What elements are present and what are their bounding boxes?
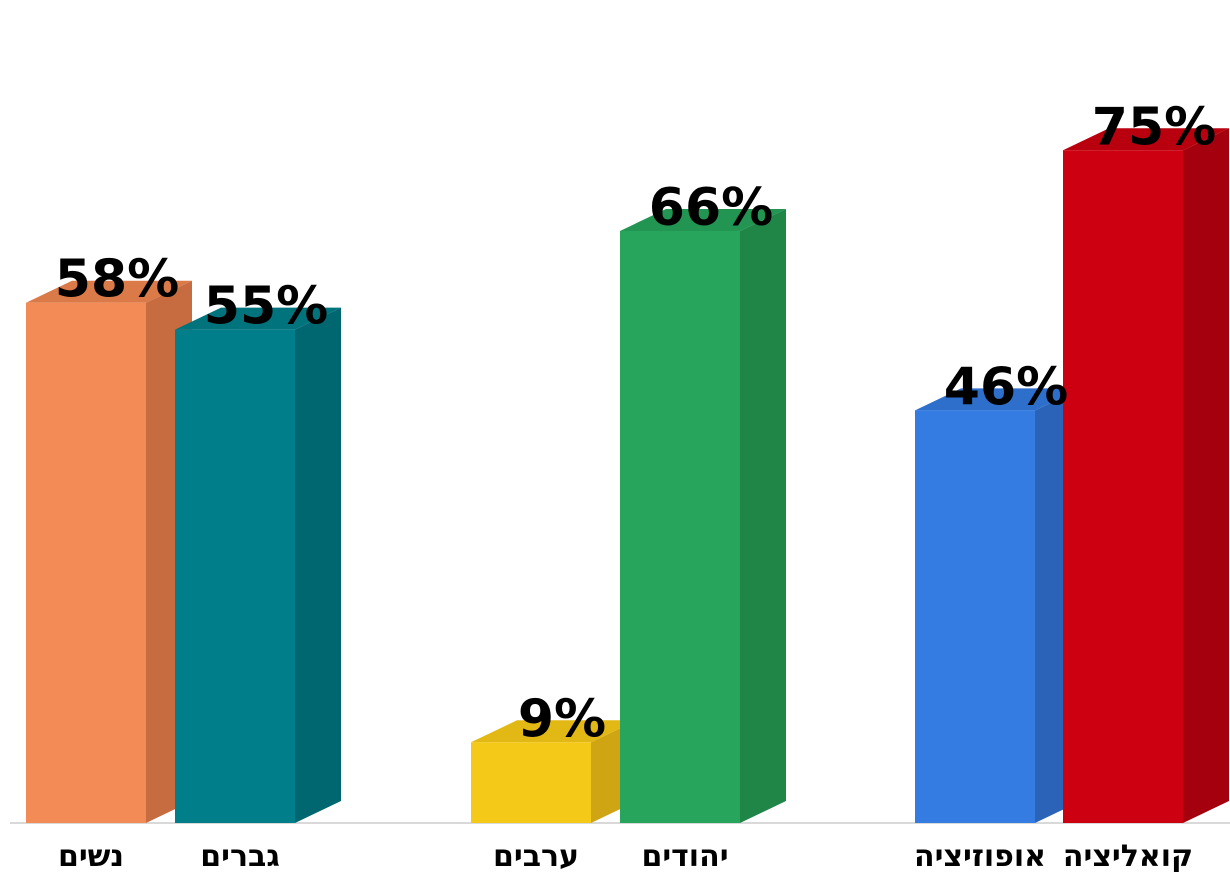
bar-top — [915, 388, 1081, 411]
bar-3 — [620, 208, 786, 824]
value-label: 75% — [1092, 97, 1216, 157]
bar-side — [295, 307, 341, 823]
bar-front — [175, 329, 295, 823]
bar-front — [1063, 150, 1183, 823]
category-label: אופוזיציה — [914, 839, 1046, 872]
bar-2 — [471, 720, 637, 823]
bar-front — [26, 302, 146, 823]
category-label: יהודים — [641, 839, 728, 872]
value-label: 66% — [649, 178, 773, 238]
bar-top — [1063, 128, 1229, 151]
bar-5 — [1063, 128, 1229, 823]
bar-side — [1183, 128, 1229, 823]
bar-top — [175, 307, 341, 330]
category-label: ערבים — [493, 839, 579, 872]
bar-front — [471, 742, 591, 823]
category-label: קואליציה — [1063, 839, 1193, 872]
bar-front — [915, 410, 1035, 823]
bar-side — [740, 208, 786, 824]
value-label: 55% — [204, 277, 328, 337]
value-label: 46% — [944, 357, 1068, 417]
value-label: 58% — [55, 250, 179, 310]
bar-front — [620, 230, 740, 824]
category-label: נשים — [58, 839, 124, 872]
bar-top — [26, 280, 192, 303]
value-label: 9% — [518, 689, 606, 749]
bar-0 — [26, 280, 192, 823]
bar-1 — [175, 307, 341, 823]
bar-top — [620, 208, 786, 231]
bar-top — [471, 720, 637, 743]
bar-4 — [915, 388, 1081, 823]
category-label: גברים — [200, 839, 279, 872]
